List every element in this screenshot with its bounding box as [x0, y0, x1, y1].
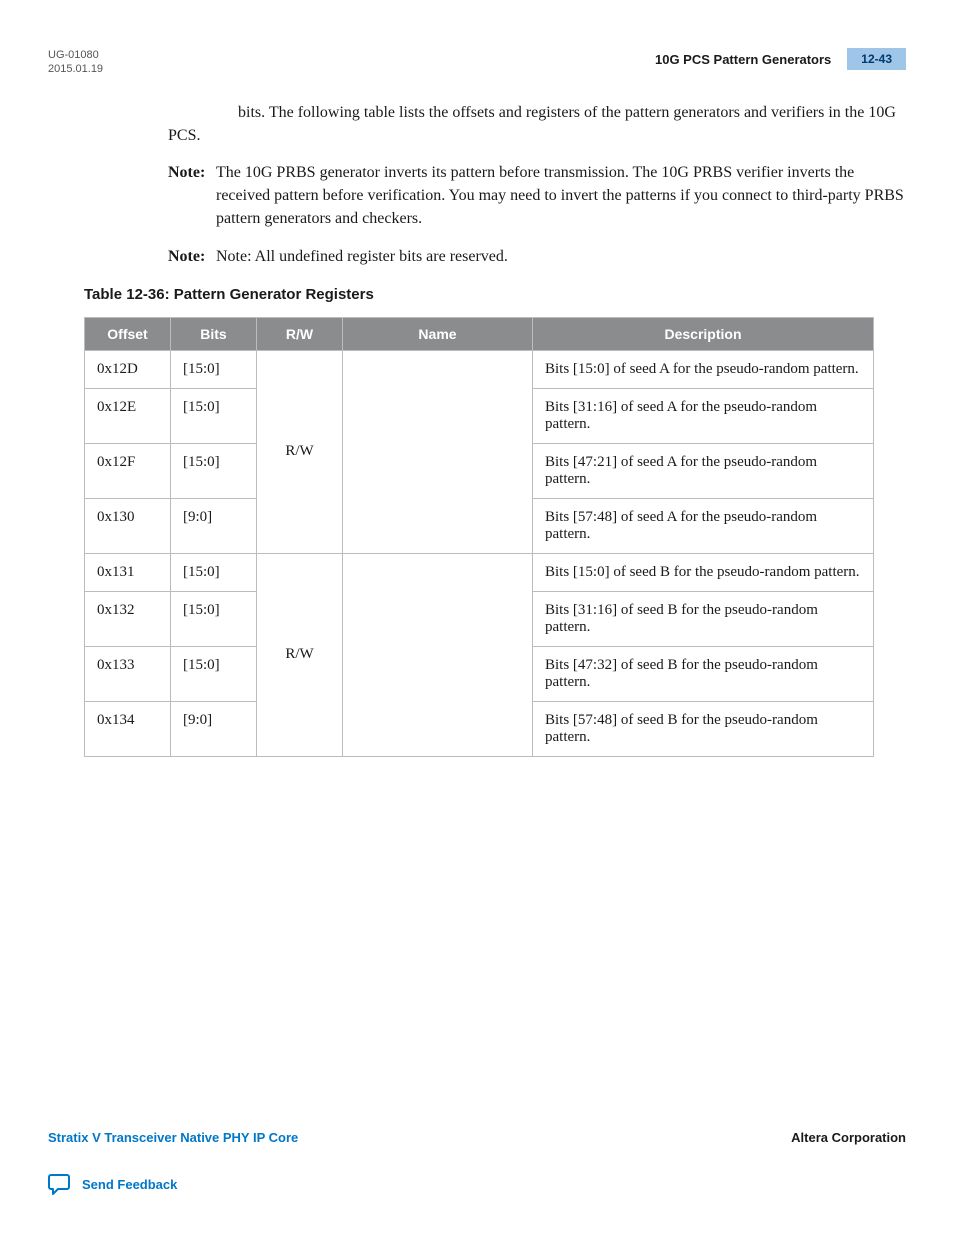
note-text: Note: All undefined register bits are re… — [216, 245, 906, 268]
cell-desc: Bits [47:32] of seed B for the pseudo-ra… — [533, 646, 874, 701]
note-label: Note: — [168, 161, 216, 231]
table-caption: Table 12-36: Pattern Generator Registers — [84, 286, 906, 303]
col-header-desc: Description — [533, 317, 874, 350]
cell-bits: [9:0] — [171, 701, 257, 756]
cell-offset: 0x134 — [85, 701, 171, 756]
cell-offset: 0x133 — [85, 646, 171, 701]
note-text: The 10G PRBS generator inverts its patte… — [216, 161, 906, 231]
page: UG-01080 2015.01.19 10G PCS Pattern Gene… — [0, 0, 954, 1235]
table-row: 0x131 [15:0] R/W Bits [15:0] of seed B f… — [85, 553, 874, 591]
cell-desc: Bits [31:16] of seed A for the pseudo-ra… — [533, 388, 874, 443]
table-header-row: Offset Bits R/W Name Description — [85, 317, 874, 350]
cell-desc: Bits [47:21] of seed A for the pseudo-ra… — [533, 443, 874, 498]
col-header-bits: Bits — [171, 317, 257, 350]
header-left: UG-01080 2015.01.19 — [48, 48, 103, 77]
cell-desc: Bits [15:0] of seed B for the pseudo-ran… — [533, 553, 874, 591]
cell-bits: [15:0] — [171, 443, 257, 498]
cell-offset: 0x132 — [85, 591, 171, 646]
doc-date: 2015.01.19 — [48, 62, 103, 76]
table-row: 0x12D [15:0] R/W Bits [15:0] of seed A f… — [85, 350, 874, 388]
cell-desc: Bits [57:48] of seed B for the pseudo-ra… — [533, 701, 874, 756]
cell-desc: Bits [57:48] of seed A for the pseudo-ra… — [533, 498, 874, 553]
footer-product: Stratix V Transceiver Native PHY IP Core — [48, 1130, 298, 1145]
footer-row: Stratix V Transceiver Native PHY IP Core… — [48, 1130, 906, 1145]
cell-name — [343, 350, 533, 553]
page-footer: Stratix V Transceiver Native PHY IP Core… — [48, 1130, 906, 1195]
cell-name — [343, 553, 533, 756]
cell-bits: [15:0] — [171, 350, 257, 388]
cell-offset: 0x12E — [85, 388, 171, 443]
footer-company: Altera Corporation — [791, 1130, 906, 1145]
col-header-name: Name — [343, 317, 533, 350]
cell-offset: 0x131 — [85, 553, 171, 591]
send-feedback-link[interactable]: Send Feedback — [82, 1177, 177, 1192]
cell-desc: Bits [31:16] of seed B for the pseudo-ra… — [533, 591, 874, 646]
cell-rw: R/W — [257, 553, 343, 756]
doc-id: UG-01080 — [48, 48, 103, 62]
cell-bits: [15:0] — [171, 553, 257, 591]
page-header: UG-01080 2015.01.19 10G PCS Pattern Gene… — [48, 48, 906, 77]
col-header-offset: Offset — [85, 317, 171, 350]
chat-bubble-icon — [48, 1173, 72, 1195]
cell-bits: [15:0] — [171, 591, 257, 646]
cell-bits: [15:0] — [171, 646, 257, 701]
feedback-row[interactable]: Send Feedback — [48, 1173, 906, 1195]
header-right: 10G PCS Pattern Generators 12-43 — [655, 48, 906, 70]
note-label: Note: — [168, 245, 216, 268]
pattern-generator-table: Offset Bits R/W Name Description 0x12D [… — [84, 317, 874, 757]
section-title: 10G PCS Pattern Generators — [655, 52, 847, 67]
page-number-badge: 12-43 — [847, 48, 906, 70]
col-header-rw: R/W — [257, 317, 343, 350]
cell-desc: Bits [15:0] of seed A for the pseudo-ran… — [533, 350, 874, 388]
intro-paragraph: bits. The following table lists the offs… — [168, 101, 906, 147]
cell-offset: 0x12D — [85, 350, 171, 388]
cell-bits: [9:0] — [171, 498, 257, 553]
note-row: Note: The 10G PRBS generator inverts its… — [168, 161, 906, 231]
cell-offset: 0x130 — [85, 498, 171, 553]
cell-rw: R/W — [257, 350, 343, 553]
note-row: Note: Note: All undefined register bits … — [168, 245, 906, 268]
cell-bits: [15:0] — [171, 388, 257, 443]
cell-offset: 0x12F — [85, 443, 171, 498]
